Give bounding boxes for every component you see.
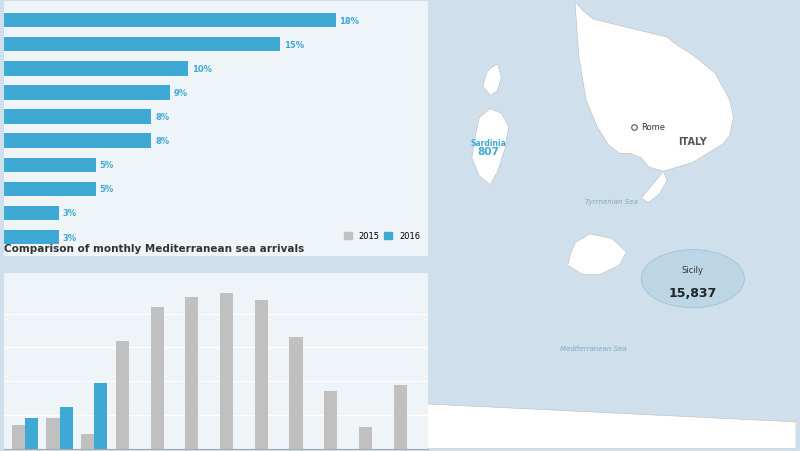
Bar — [4, 38, 280, 52]
Polygon shape — [568, 235, 626, 275]
Bar — [150, 307, 164, 449]
Bar — [25, 419, 38, 449]
Bar — [116, 341, 129, 449]
Polygon shape — [428, 404, 796, 449]
Bar — [12, 425, 25, 449]
Bar — [394, 385, 406, 449]
Text: 807: 807 — [478, 147, 499, 157]
Polygon shape — [642, 172, 667, 203]
Text: 3%: 3% — [63, 233, 77, 242]
Bar — [46, 419, 59, 449]
Bar — [254, 300, 268, 449]
Text: Mediterranean Sea: Mediterranean Sea — [560, 345, 626, 351]
Text: 5%: 5% — [100, 161, 114, 170]
Polygon shape — [483, 65, 502, 96]
Bar — [359, 427, 372, 449]
Bar — [4, 182, 96, 197]
Text: Rome: Rome — [642, 123, 666, 132]
Bar — [4, 62, 188, 76]
Bar — [324, 391, 338, 449]
Bar — [220, 294, 233, 449]
Polygon shape — [472, 110, 509, 185]
Bar — [4, 86, 170, 101]
Text: 3%: 3% — [63, 209, 77, 218]
Bar — [290, 337, 302, 449]
Bar — [94, 383, 107, 449]
Text: 10%: 10% — [192, 64, 212, 74]
Text: 18%: 18% — [339, 17, 359, 26]
Legend: 2015, 2016: 2015, 2016 — [341, 229, 423, 244]
Text: ITALY: ITALY — [678, 137, 707, 147]
Polygon shape — [575, 2, 734, 172]
Bar — [81, 434, 94, 449]
Bar — [59, 407, 73, 449]
Text: 8%: 8% — [155, 137, 169, 146]
Text: Sicily: Sicily — [682, 266, 704, 275]
Bar — [4, 230, 59, 245]
Text: Tyrrhenian Sea: Tyrrhenian Sea — [586, 198, 638, 204]
Bar — [4, 158, 96, 173]
Text: Comparison of monthly Mediterranean sea arrivals: Comparison of monthly Mediterranean sea … — [4, 244, 304, 253]
Bar — [4, 206, 59, 221]
Text: Sardinia: Sardinia — [470, 138, 506, 147]
Bar — [4, 14, 335, 28]
Text: 15%: 15% — [284, 41, 304, 50]
Text: 8%: 8% — [155, 113, 169, 122]
Text: 15,837: 15,837 — [669, 286, 717, 299]
Ellipse shape — [642, 250, 745, 308]
Text: 5%: 5% — [100, 185, 114, 194]
Text: 9%: 9% — [174, 89, 187, 98]
Bar — [186, 297, 198, 449]
Bar — [4, 110, 151, 124]
Bar — [4, 134, 151, 148]
